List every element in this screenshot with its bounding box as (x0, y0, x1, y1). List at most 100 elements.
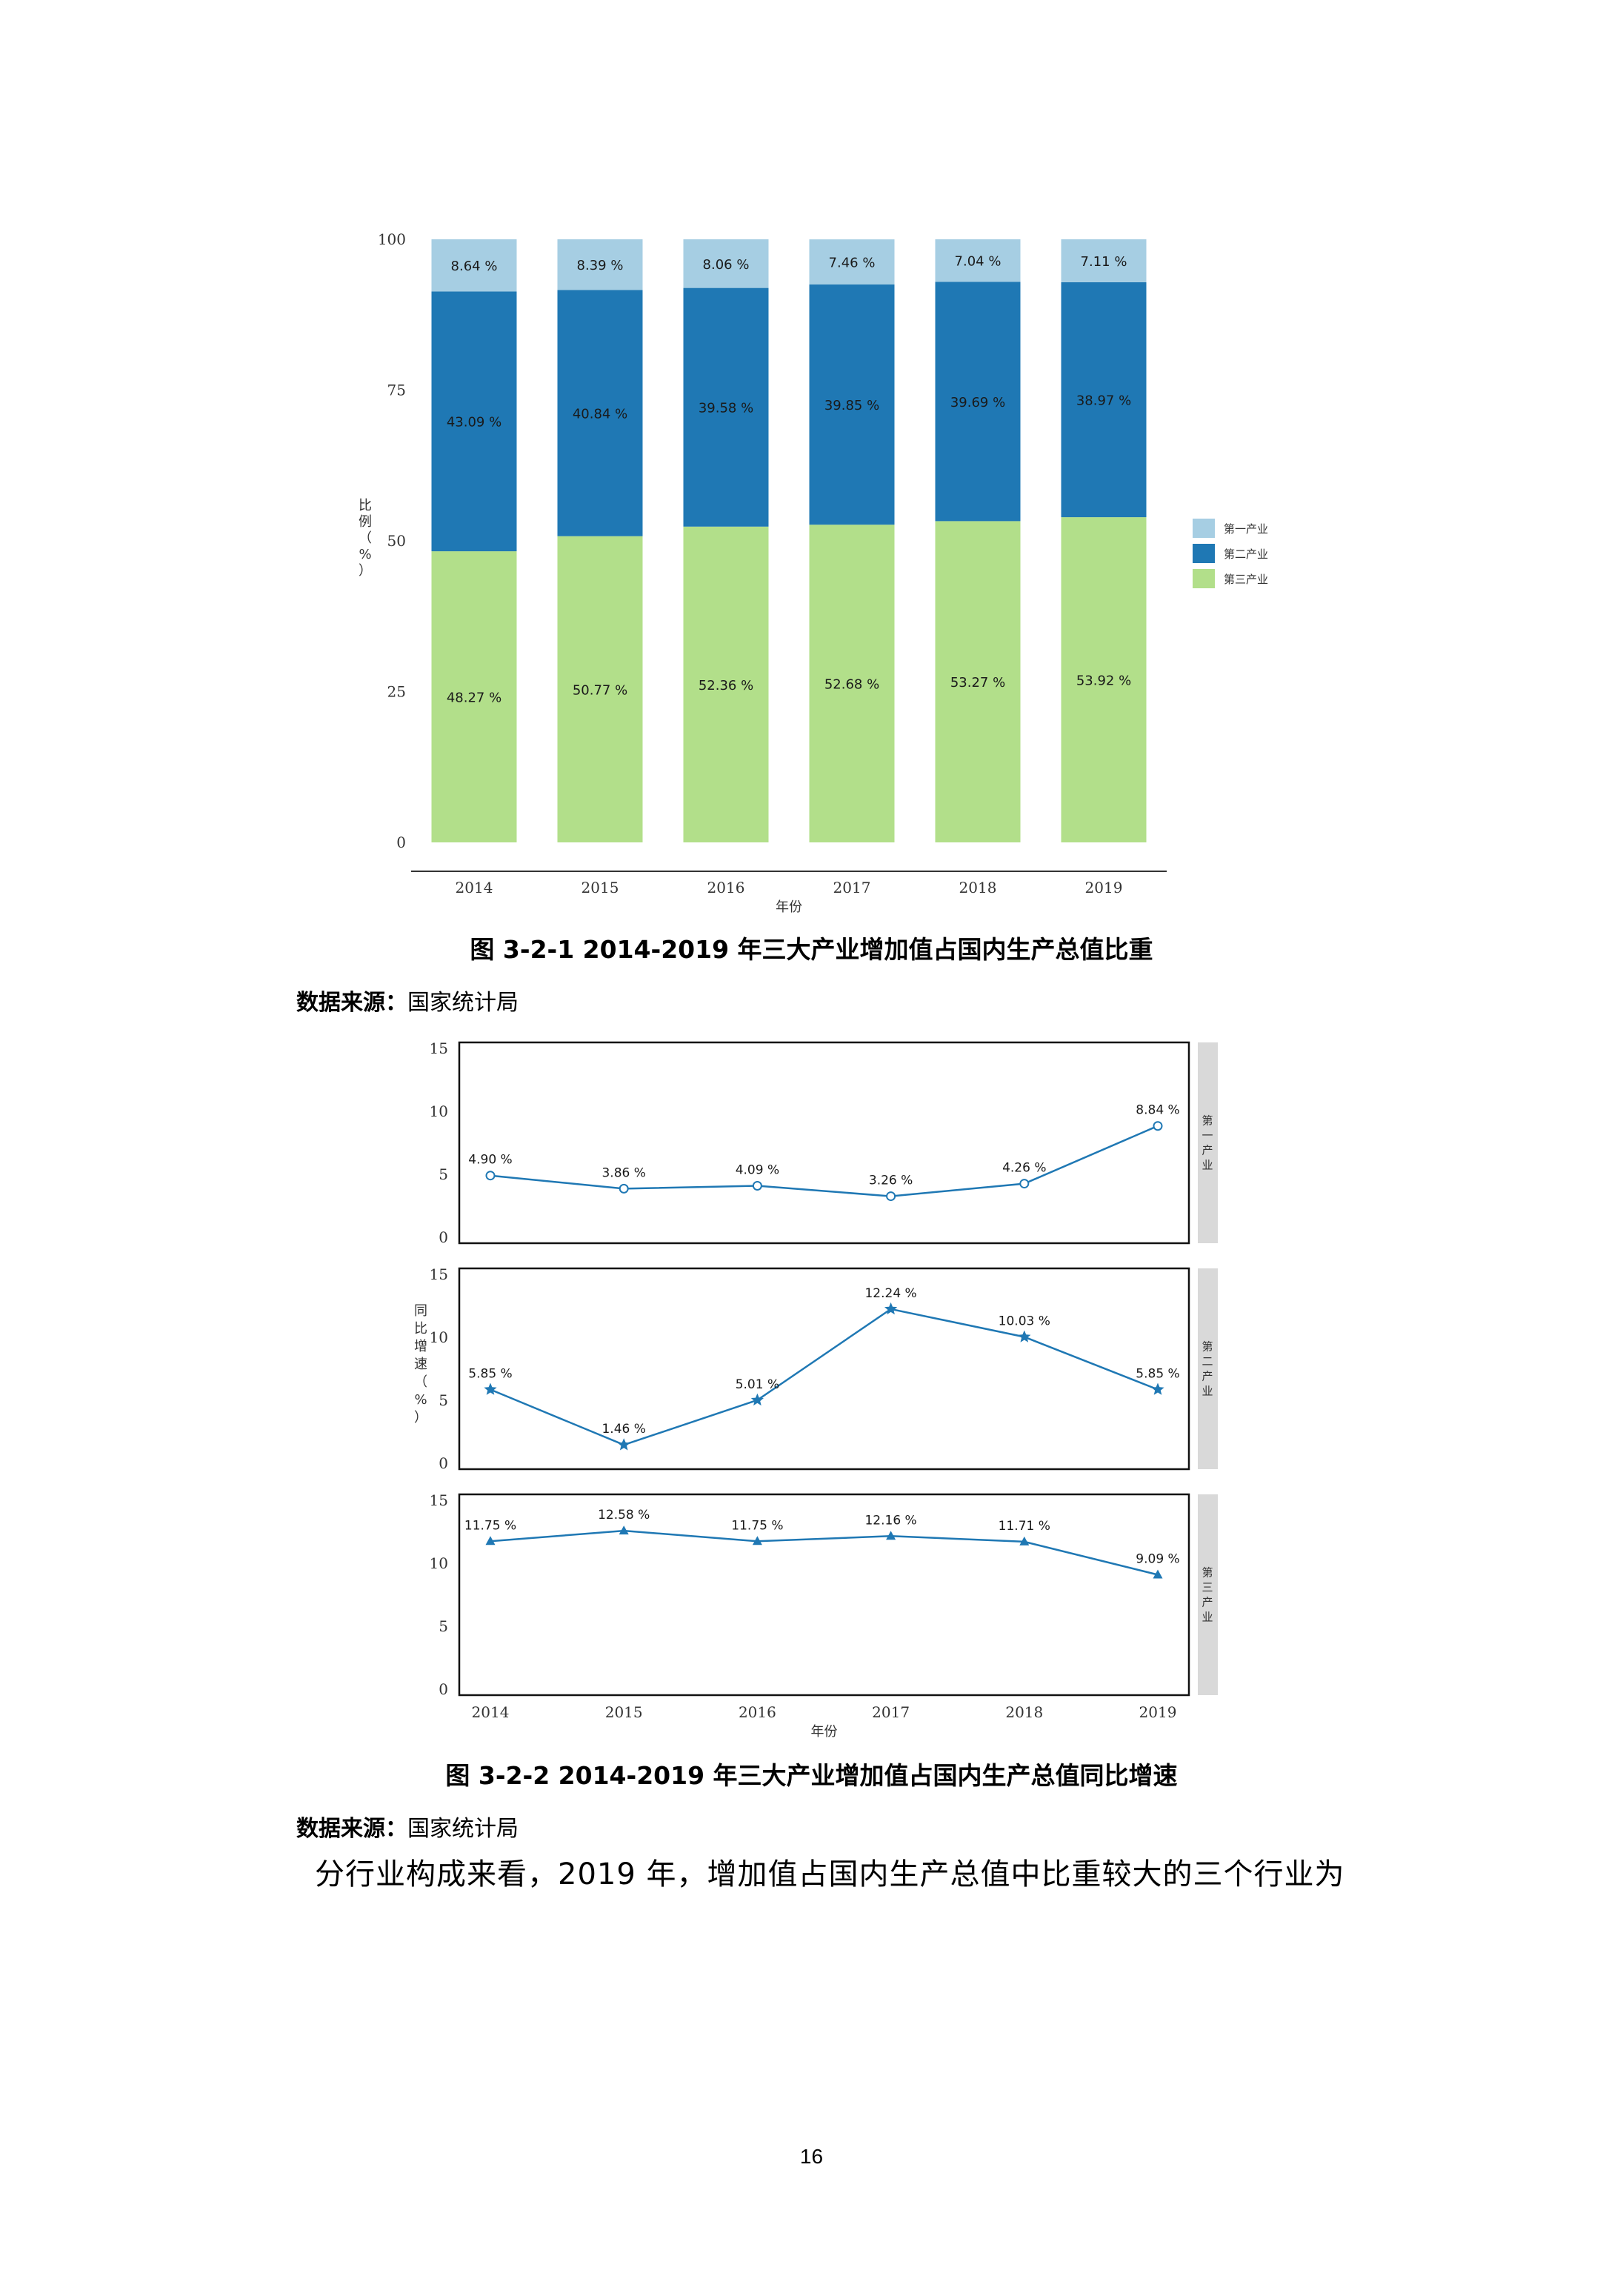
legend-swatch (1193, 569, 1215, 588)
point-data-label: 1.46 % (601, 1422, 645, 1437)
bar-data-label: 52.68 % (824, 677, 879, 693)
x-tick-label: 2014 (456, 879, 493, 896)
x-tick-label: 2015 (605, 1703, 643, 1721)
bar-segment (935, 282, 1021, 522)
bar-segment (809, 525, 895, 842)
y-tick-label: 0 (439, 1454, 448, 1472)
bar-data-label: 53.92 % (1076, 673, 1131, 689)
y-axis-label-char: % (414, 1392, 427, 1408)
point-data-label: 5.85 % (468, 1367, 512, 1382)
y-axis-label-char: （ (414, 1374, 427, 1390)
bar-data-label: 39.69 % (950, 395, 1005, 410)
legend-entry: 第三产业 (1224, 573, 1268, 586)
bar-data-label: 48.27 % (447, 691, 501, 706)
point-data-label: 8.84 % (1136, 1103, 1179, 1118)
y-tick-label: 5 (439, 1391, 448, 1409)
y-tick-label: 5 (439, 1617, 448, 1635)
data-point (1151, 1382, 1164, 1395)
facet-strip-label-char: 业 (1202, 1385, 1213, 1398)
data-point (752, 1180, 762, 1191)
y-tick-label: 0 (439, 1228, 448, 1246)
x-tick-label: 2016 (739, 1703, 776, 1721)
bar-data-label: 43.09 % (447, 415, 501, 430)
bar-segment (809, 284, 895, 525)
y-tick-label: 15 (430, 1491, 448, 1509)
series-line (490, 1125, 1159, 1197)
facet-strip-label: 第三产业 (1202, 1566, 1213, 1624)
stacked-bar-chart: 0 25 50 75 100 比例（%） 48.27 % 43.09 % 8.64 % 2014 5… (359, 230, 1268, 915)
data-source-label: 数据来源： (296, 1816, 407, 1842)
facet-strip-label-char: 第 (1202, 1114, 1213, 1128)
point-data-label: 12.16 % (864, 1513, 916, 1528)
body-paragraph: 分行业构成来看，2019 年，增加值占国内生产总值中比重较大的三个行业为 (315, 1857, 1345, 1891)
bar-segment (935, 239, 1021, 282)
bar-data-label: 8.64 % (451, 259, 498, 274)
facet-strip-label-char: 产 (1202, 1370, 1213, 1383)
bar-segment (683, 526, 769, 842)
x-tick-label: 2016 (707, 879, 745, 896)
legend-swatch (1193, 519, 1215, 538)
y-axis-label-char: ） (414, 1410, 427, 1425)
bar-segment (1061, 282, 1147, 518)
facet-panel: 第三产业 0 5 10 15 11.75 % 12.58 % 11.75 % 12.16 % 11… (430, 1491, 1218, 1698)
data-point (886, 1531, 896, 1540)
facet-strip (1198, 1042, 1218, 1243)
facet-strip-label-char: 三 (1202, 1581, 1213, 1594)
data-point (1019, 1536, 1030, 1545)
point-data-label: 12.24 % (864, 1286, 916, 1301)
x-tick-label: 2014 (472, 1703, 510, 1721)
point-data-label: 12.58 % (598, 1508, 650, 1523)
facet-panel: 第一产业 0 5 10 15 4.90 % 3.86 % 4.09 % 3.26 % 4.26 %… (430, 1039, 1218, 1246)
point-data-label: 11.75 % (464, 1518, 516, 1533)
data-source-label: 数据来源： (296, 990, 407, 1016)
bar-data-label: 39.58 % (699, 401, 753, 416)
point-data-label: 10.03 % (999, 1314, 1050, 1328)
bar-segment (683, 239, 769, 288)
point-data-label: 9.09 % (1136, 1551, 1179, 1566)
panel-frame (458, 1267, 1190, 1471)
bar-data-label: 8.39 % (577, 258, 624, 273)
y-tick-label: 10 (430, 1554, 448, 1572)
y-tick-label: 15 (430, 1039, 448, 1057)
data-point (750, 1393, 764, 1406)
y-axis-label-char: % (359, 547, 371, 562)
x-tick-label: 2019 (1085, 879, 1123, 896)
x-axis-label: 年份 (811, 1724, 838, 1740)
bar-segment (1061, 239, 1147, 282)
facet-strip-label-char: 一 (1202, 1129, 1213, 1142)
facet-strip-label-char: 业 (1202, 1159, 1213, 1172)
point-data-label: 5.85 % (1136, 1367, 1179, 1382)
bar-segment (1061, 517, 1147, 842)
bar-data-label: 50.77 % (573, 682, 627, 698)
point-data-label: 3.86 % (601, 1165, 645, 1180)
y-axis-label-char: 比 (359, 498, 372, 513)
legend-entry: 第一产业 (1224, 522, 1268, 536)
bar-data-label: 38.97 % (1076, 393, 1131, 408)
x-tick-label: 2018 (1005, 1703, 1043, 1721)
data-point (1153, 1121, 1163, 1131)
y-axis-label: 比例（%） (359, 498, 372, 579)
data-source-1: 数据来源：国家统计局 (296, 984, 519, 1016)
x-tick-label: 2017 (872, 1703, 910, 1721)
facet-panel: 第二产业 0 5 10 15 5.85 % 1.46 % 5.01 % 12.24 % 10.03… (430, 1265, 1218, 1472)
bar-data-label: 39.85 % (824, 398, 879, 413)
y-axis-label-char: 速 (414, 1357, 427, 1372)
x-tick-label: 2019 (1139, 1703, 1177, 1721)
data-point (1153, 1569, 1163, 1579)
y-tick-label: 0 (439, 1680, 448, 1698)
bar-segment (683, 287, 769, 527)
panel-frame (458, 1493, 1190, 1697)
bar-data-label: 52.36 % (699, 678, 753, 693)
facet-strip-label: 第一产业 (1202, 1114, 1213, 1172)
point-data-label: 4.09 % (736, 1162, 779, 1177)
bar-data-label: 7.46 % (829, 255, 876, 270)
data-point (485, 1171, 496, 1181)
data-source-2: 数据来源：国家统计局 (296, 1810, 519, 1843)
y-tick-label: 15 (430, 1265, 448, 1283)
y-axis-label-char: ） (359, 563, 372, 579)
y-tick-label: 25 (387, 683, 406, 701)
x-tick-label: 2017 (833, 879, 871, 896)
y-tick-label: 10 (430, 1102, 448, 1120)
data-point (752, 1536, 762, 1545)
y-axis-label-char: 例 (359, 514, 372, 530)
